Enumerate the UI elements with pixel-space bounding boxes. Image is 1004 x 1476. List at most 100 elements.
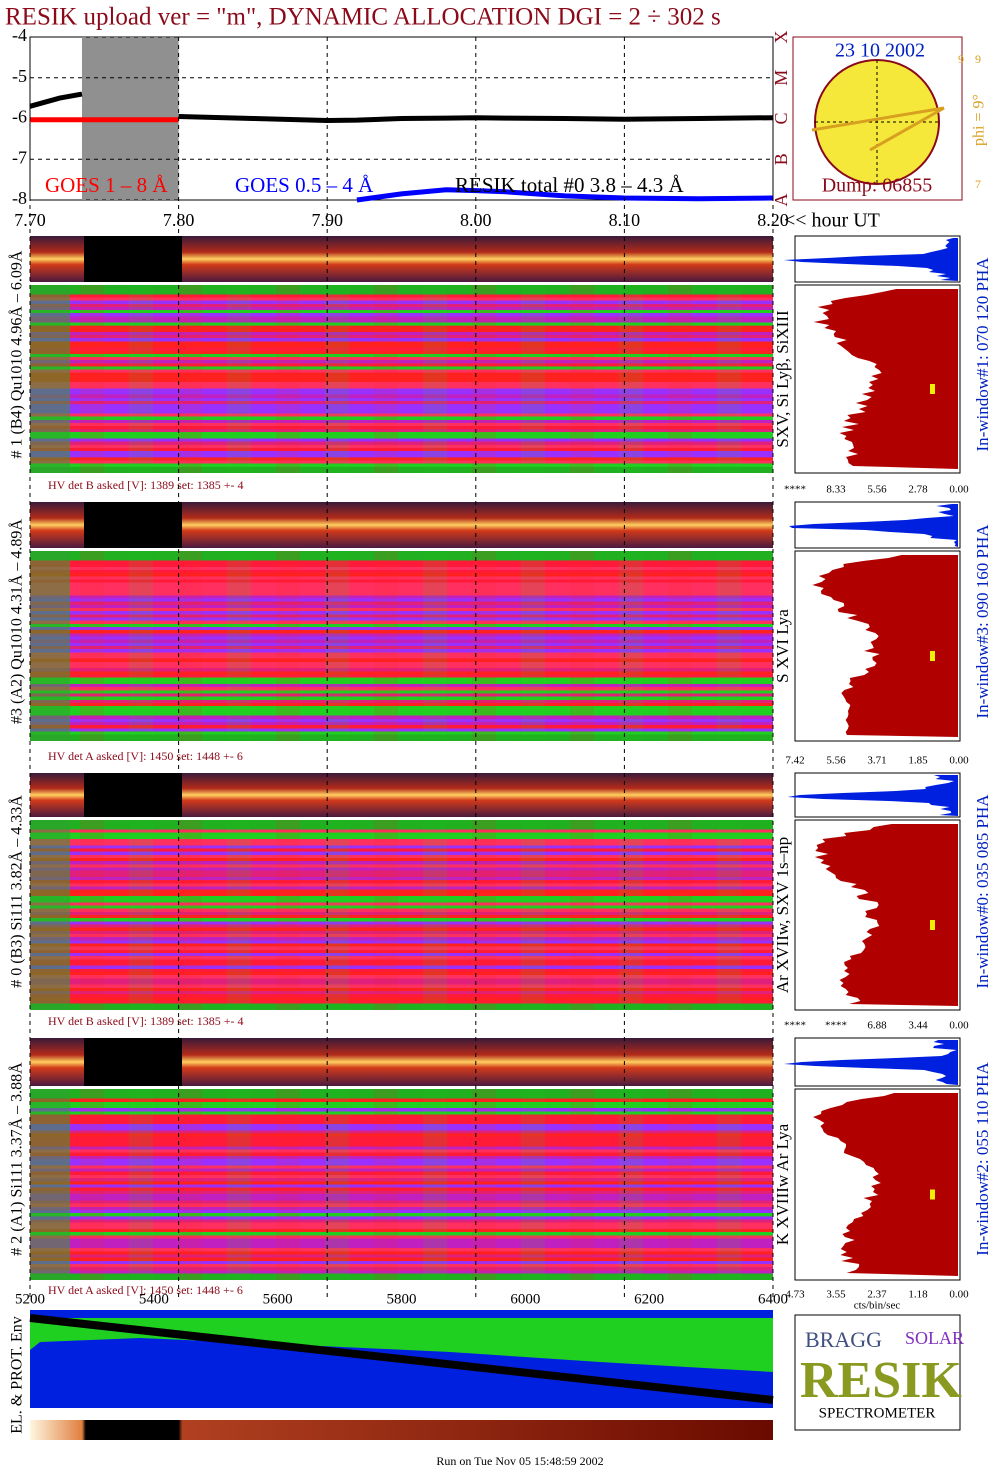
hist-tick-label: 3.44	[908, 1020, 928, 1032]
hist-small	[783, 1040, 958, 1085]
hist-tick-label: 1.18	[908, 1289, 928, 1301]
spectrogram-column	[717, 1089, 741, 1280]
strip-gap	[84, 236, 182, 282]
spectrogram-column	[619, 1089, 643, 1280]
hv-label: HV det A asked [V]: 1450 set: 1448 +- 6	[48, 749, 243, 763]
hv-label: HV det A asked [V]: 1450 set: 1448 +- 6	[48, 1283, 243, 1297]
spectrogram	[30, 551, 773, 741]
hist	[812, 555, 958, 737]
hist-marker	[930, 651, 935, 661]
y2-tick-label: A	[771, 194, 791, 207]
spectrogram-column	[276, 551, 300, 741]
env-bar	[30, 1420, 773, 1440]
hist-tick-label: 8.33	[826, 484, 846, 496]
hv-label: HV det B asked [V]: 1389 set: 1385 +- 4	[48, 478, 244, 492]
y2-tick-label: M	[771, 70, 791, 86]
spectrogram-column	[129, 551, 153, 741]
hist-tick-label: 5.56	[826, 755, 846, 767]
hist-tick-label: 0.00	[949, 1020, 969, 1032]
env-region	[30, 1318, 773, 1372]
spectrogram	[30, 285, 773, 473]
spectrogram-edge	[30, 1089, 70, 1280]
logo-solar: SOLAR	[905, 1328, 964, 1348]
channel-tick-label: 6000	[510, 1291, 540, 1307]
env-label: EL. & PROT. Env	[9, 1316, 26, 1433]
spectrogram-column	[325, 820, 349, 1010]
spectrogram-column	[521, 285, 545, 473]
line-id: Ar XVIIw, SXV 1s–np	[773, 837, 792, 993]
spectrogram-column	[227, 285, 251, 473]
hist-marker	[930, 1189, 935, 1200]
legend-entry: GOES 1 – 8 Å	[45, 173, 168, 197]
env-track	[29, 1314, 774, 1404]
y2-tick-label: X	[771, 31, 791, 44]
hist-tick-label: ****	[784, 484, 806, 496]
hist-tick-label: 7.42	[785, 755, 804, 767]
x-tick-label: 8.20	[757, 210, 789, 230]
hist-marker	[930, 384, 935, 394]
spectrogram-column	[619, 820, 643, 1010]
legend-entry: GOES 0.5 – 4 Å	[235, 173, 374, 197]
channel-tick-label: 5800	[387, 1291, 417, 1307]
hist-small	[783, 238, 958, 281]
x-tick-label: 7.80	[163, 210, 195, 230]
hist-marker	[930, 920, 935, 930]
spectrogram-column	[374, 285, 398, 473]
hist-tick-label: 3.71	[867, 755, 886, 767]
spectrogram-column	[374, 820, 398, 1010]
spectrogram	[30, 820, 773, 1010]
spectrogram-column	[129, 1089, 153, 1280]
spectrogram-column	[668, 820, 692, 1010]
spectrogram-column	[570, 285, 594, 473]
channel-tick-label: 5200	[15, 1291, 45, 1307]
spectrogram-column	[570, 1089, 594, 1280]
panel-label: #3 (A2) Qu1010 4.31Å – 4.89Å	[8, 519, 26, 724]
inset-date: 23 10 2002	[835, 40, 925, 62]
spectrogram-column	[521, 820, 545, 1010]
spectrogram-column	[227, 1089, 251, 1280]
spectrogram-column	[80, 551, 104, 741]
hist-tick-label: ****	[825, 1020, 847, 1032]
hist-tick-label: 0.00	[949, 1289, 969, 1301]
spectrogram-column	[276, 820, 300, 1010]
logo-spectrometer: SPECTROMETER	[819, 1405, 936, 1421]
spectrogram-edge	[30, 285, 70, 473]
hist-tick-label: 0.00	[949, 755, 969, 767]
pha-label: In-window#0: 035 085 PHA	[973, 794, 992, 989]
strip-gap	[84, 773, 182, 817]
spectrogram-column	[325, 551, 349, 741]
spectrogram-column	[668, 551, 692, 741]
y-tick-label: -5	[12, 66, 27, 86]
spectrogram-column	[521, 1089, 545, 1280]
sun-arrow	[811, 106, 945, 132]
line-id: K XVIIIw Ar Lya	[773, 1123, 792, 1245]
spectrogram-column	[717, 285, 741, 473]
x-tick-label: 7.70	[14, 210, 46, 230]
inset-phi: phi = 9°	[971, 94, 988, 146]
spectrogram-column	[325, 1089, 349, 1280]
spectrogram-column	[178, 551, 202, 741]
spectrogram-column	[717, 551, 741, 741]
hist	[813, 1093, 958, 1276]
spectrogram-column	[374, 1089, 398, 1280]
pha-label: In-window#3: 090 160 PHA	[973, 524, 992, 719]
spectrogram-column	[423, 551, 447, 741]
hist-tick-label: 3.55	[826, 1289, 846, 1301]
spectrogram-column	[325, 285, 349, 473]
spectrogram-column	[80, 1089, 104, 1280]
x-tick-label: 7.90	[311, 210, 343, 230]
spectrogram-column	[423, 820, 447, 1010]
hist-tick-label: 6.88	[867, 1020, 887, 1032]
spectrogram-column	[276, 1089, 300, 1280]
spectrogram-column	[423, 1089, 447, 1280]
line-id: S XVI Lya	[773, 609, 792, 683]
spectrogram-column	[521, 551, 545, 741]
panel-label: # 0 (B3) Si111 3.82Å – 4.33Å	[8, 795, 26, 988]
channel-tick-label: 6400	[758, 1291, 788, 1307]
channel-tick-label: 5400	[139, 1291, 169, 1307]
spectrogram-column	[717, 820, 741, 1010]
spectrogram-column	[227, 551, 251, 741]
y-tick-label: -7	[12, 147, 27, 167]
hist-tick-label: 5.56	[867, 484, 887, 496]
